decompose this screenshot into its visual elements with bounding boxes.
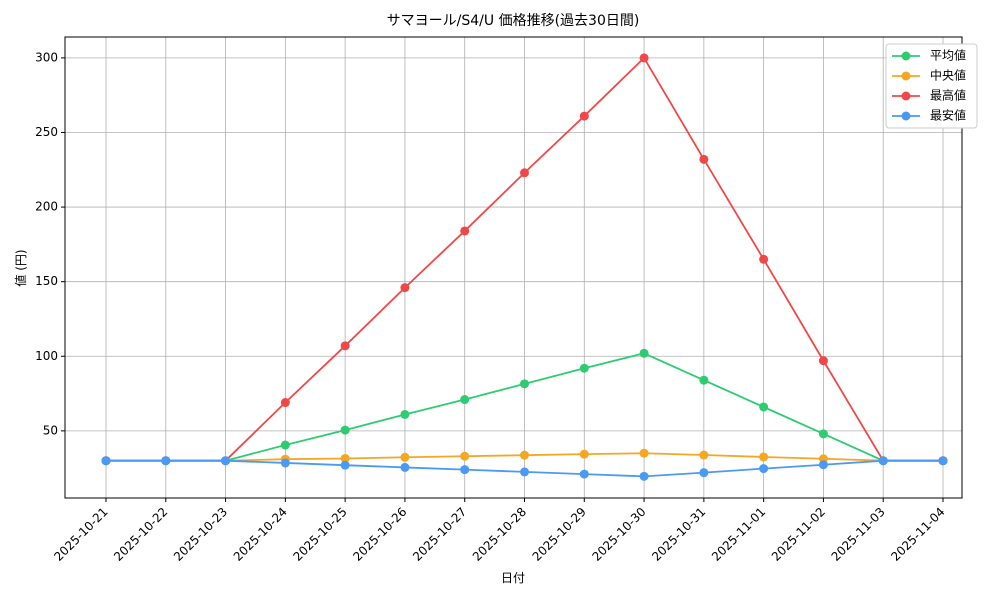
y-tick-label: 150: [35, 274, 58, 288]
data-point: [639, 53, 649, 63]
data-point: [639, 348, 649, 358]
y-axis-label: 値 (円): [13, 249, 28, 286]
legend-marker: [901, 71, 911, 81]
legend-label: 最高値: [930, 88, 966, 103]
data-point: [818, 460, 828, 470]
legend-label: 中央値: [930, 68, 966, 83]
data-point: [340, 425, 350, 435]
data-point: [639, 448, 649, 458]
data-point: [579, 363, 589, 373]
data-point: [400, 409, 410, 419]
data-point: [400, 452, 410, 462]
data-point: [340, 453, 350, 463]
data-point: [340, 341, 350, 351]
y-tick-label: 200: [35, 200, 58, 214]
data-point: [759, 254, 769, 264]
data-point: [759, 464, 769, 474]
data-point: [400, 462, 410, 472]
data-point: [460, 395, 470, 405]
y-tick-label: 100: [35, 349, 58, 363]
data-point: [579, 111, 589, 121]
legend-label: 平均値: [930, 48, 966, 63]
data-point: [699, 468, 709, 478]
data-point: [280, 458, 290, 468]
data-point: [699, 375, 709, 385]
data-point: [101, 456, 111, 466]
data-point: [938, 456, 948, 466]
data-point: [460, 451, 470, 461]
data-point: [579, 449, 589, 459]
legend-label: 最安値: [930, 108, 966, 123]
data-point: [818, 356, 828, 366]
data-point: [400, 283, 410, 293]
data-point: [878, 456, 888, 466]
data-point: [280, 398, 290, 408]
data-point: [520, 467, 529, 477]
legend-box: [885, 43, 978, 129]
y-tick-label: 50: [43, 423, 58, 437]
data-point: [460, 465, 470, 475]
data-point: [280, 440, 290, 450]
plot-frame: [64, 36, 963, 499]
legend-marker: [901, 91, 911, 101]
data-point: [699, 450, 709, 460]
data-point: [520, 168, 529, 178]
data-point: [221, 456, 231, 466]
data-point: [759, 452, 769, 462]
data-point: [460, 226, 470, 236]
data-point: [579, 469, 589, 479]
data-point: [161, 456, 171, 466]
data-point: [639, 471, 649, 481]
data-point: [520, 450, 529, 460]
data-point: [759, 402, 769, 412]
y-tick-label: 250: [35, 125, 58, 139]
data-point: [520, 379, 529, 389]
x-axis-label: 日付: [501, 571, 525, 585]
data-point: [340, 460, 350, 470]
data-point: [699, 154, 709, 164]
chart-title: サマヨール/S4/U 価格推移(過去30日間): [387, 13, 640, 29]
y-tick-label: 300: [35, 50, 58, 64]
data-point: [818, 429, 828, 439]
legend-marker: [901, 111, 911, 121]
legend-marker: [901, 51, 911, 61]
